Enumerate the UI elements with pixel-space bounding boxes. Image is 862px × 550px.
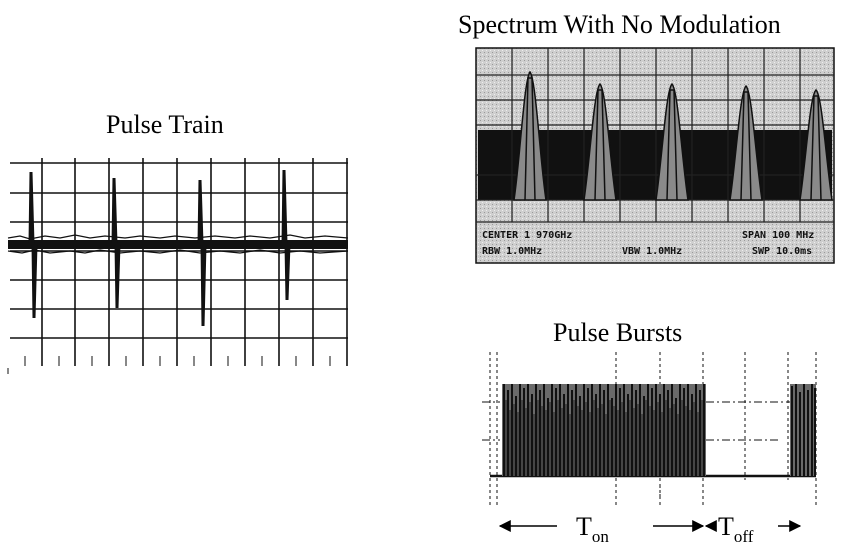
burst-2	[790, 384, 816, 476]
spectrum-peak-tips	[524, 77, 822, 201]
spectrum-readout-center: CENTER 1 970GHz	[482, 230, 572, 241]
pulse-spike-4	[281, 169, 291, 301]
pulse-train-minor-ticks	[7, 356, 331, 374]
pulse-spike-3	[197, 179, 207, 327]
pulse-spike-2	[111, 177, 121, 309]
t-on-label: Ton	[576, 512, 609, 546]
bursts-dash-dot-lines	[482, 401, 818, 441]
spectrum-peak-1	[513, 70, 547, 201]
spectrum-readout-rbw: RBW 1.0MHz	[482, 246, 542, 257]
pulse-bursts-scope: Ton Toff	[482, 352, 818, 546]
pulse-spike-1	[28, 171, 38, 319]
pulse-train-scope	[7, 158, 349, 374]
spectrum-peak-2	[583, 82, 617, 201]
t-off-label: Toff	[718, 512, 754, 546]
spectrum-peak-5	[799, 89, 833, 201]
pulse-train-baseline-noise-low	[7, 249, 349, 254]
pulse-train-grid	[10, 158, 348, 366]
t-off-base: T	[718, 512, 734, 541]
spectrum-peak-4	[729, 84, 763, 201]
t-on-base: T	[576, 512, 592, 541]
spectrum-title: Spectrum With No Modulation	[458, 10, 781, 39]
pulse-train-title: Pulse Train	[106, 110, 224, 139]
burst-1	[502, 384, 706, 476]
pulse-train-baseline-band	[8, 240, 348, 249]
spectrum-peaks	[513, 70, 833, 201]
pulse-train-spikes	[28, 169, 291, 327]
spectrum-peak-3	[655, 82, 689, 201]
spectrum-readout-span: SPAN 100 MHz	[742, 230, 814, 241]
spectrum-readout-vbw: VBW 1.0MHz	[622, 246, 682, 257]
t-off-sub: off	[734, 527, 754, 546]
spectrum-readout-sweep: SWP 10.0ms	[752, 246, 812, 257]
pulse-bursts-title: Pulse Bursts	[553, 318, 683, 347]
bursts-dashed-grid	[489, 352, 817, 506]
spectrum-scope: CENTER 1 970GHz SPAN 100 MHz RBW 1.0MHz …	[475, 47, 835, 264]
pulse-train-baseline-noise	[7, 234, 349, 240]
t-on-sub: on	[592, 527, 610, 546]
